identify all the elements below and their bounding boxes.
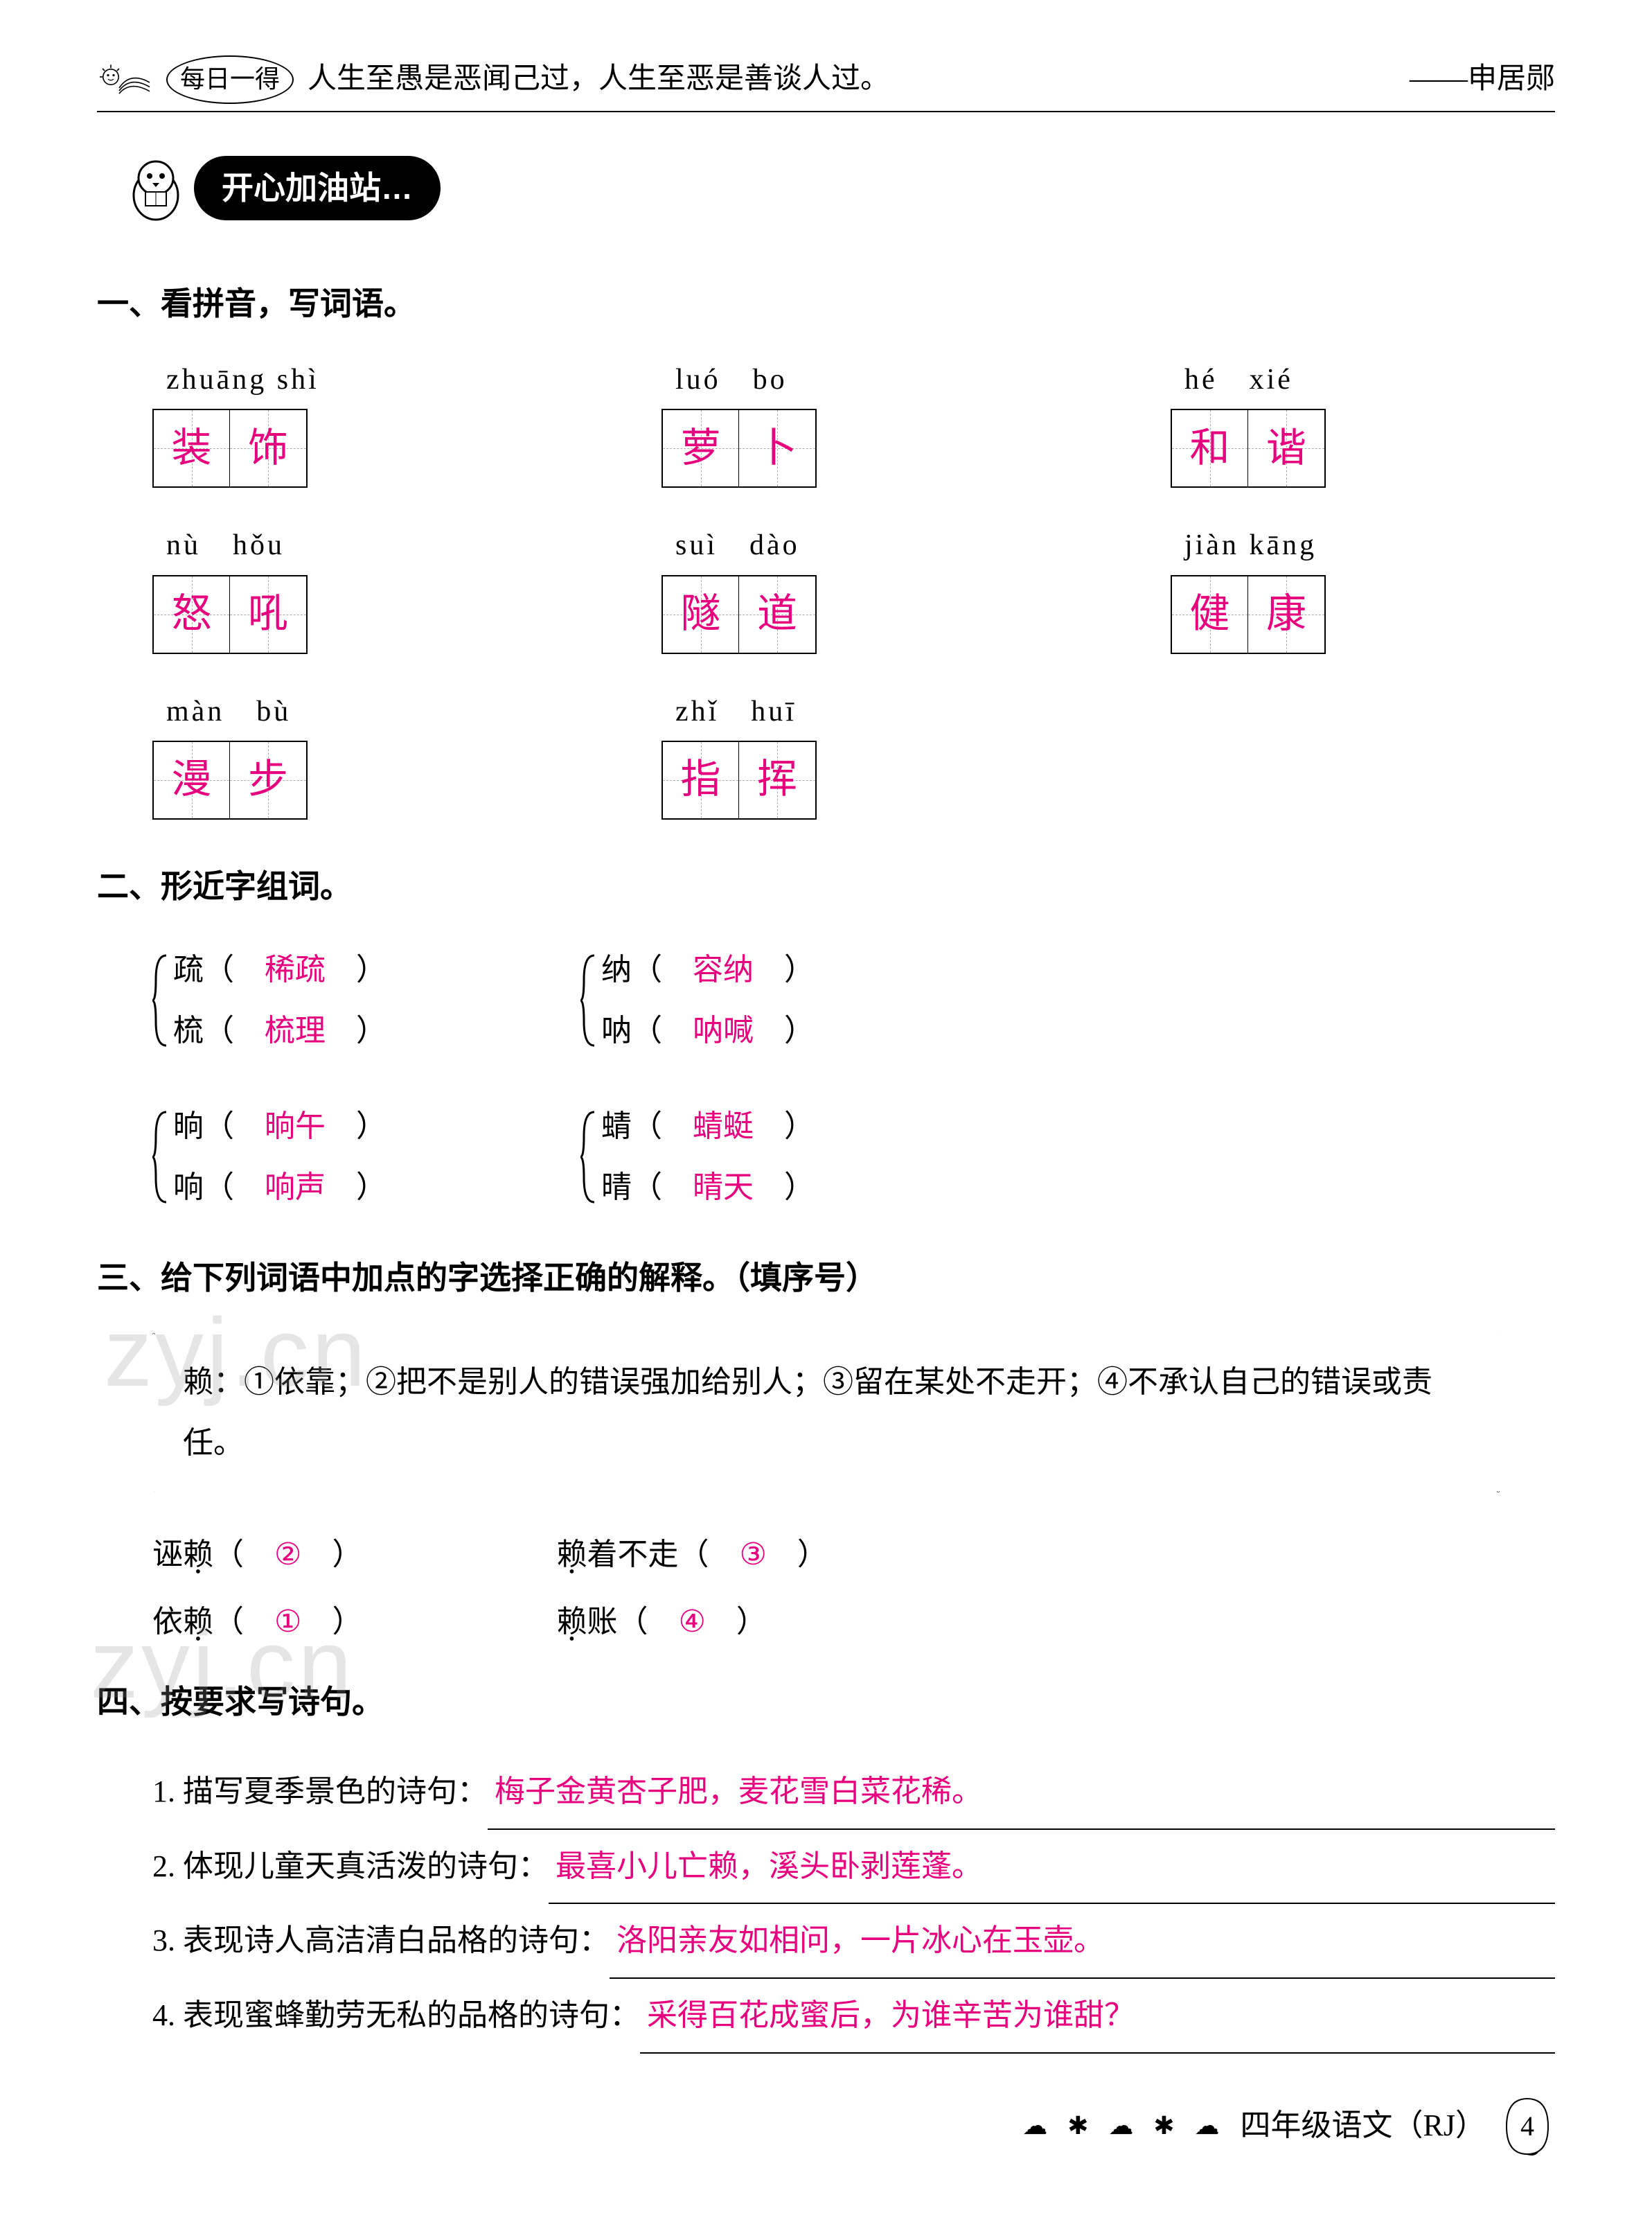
pinyin-item: nù hǒu 怒 吼 <box>152 522 537 653</box>
title-bubble: 开心加油站… <box>194 156 441 221</box>
poem-line: 2. 体现儿童天真活泼的诗句： 最喜小儿亡赖，溪头卧剥莲蓬。 <box>152 1830 1555 1905</box>
pinyin-item: zhǐ huī 指 挥 <box>661 689 1046 820</box>
daily-label: 每日一得 <box>166 55 294 104</box>
char-boxes: 和 谐 <box>1171 409 1326 488</box>
bracket-icon <box>152 940 170 1061</box>
poem-prompt: 2. 体现儿童天真活泼的诗句： <box>152 1830 549 1903</box>
similar-pair: 蜻（ 蜻蜓 ） 晴（ 晴天 ） <box>580 1096 815 1218</box>
char-box: 吼 <box>230 576 306 653</box>
poem-line: 3. 表现诗人高洁清白品格的诗句： 洛阳亲友如相问，一片冰心在玉壶。 <box>152 1904 1555 1979</box>
answer-item: 依赖（ ① ） <box>152 1589 362 1656</box>
poem-answer: 采得百花成蜜后，为谁辛苦为谁甜？ <box>640 1979 1555 2054</box>
bracket-icon <box>580 1096 598 1218</box>
char-box: 挥 <box>739 742 815 818</box>
char-boxes: 指 挥 <box>661 741 817 820</box>
section1-title: 一、看拼音，写词语。 <box>97 279 1555 330</box>
pinyin-item: suì dào 隧 道 <box>661 522 1046 653</box>
grade-label: 四年级语文（RJ） <box>1241 2101 1486 2150</box>
char-box: 卜 <box>739 410 815 486</box>
definition-box: 赖：①依靠；②把不是别人的错误强加给别人；③留在某处不走开；④不承认自己的错误或… <box>152 1332 1500 1494</box>
similar-section: 疏（ 稀疏 ） 梳（ 梳理 ） 纳（ 容纳 ） 呐（ 呐喊 ） 晌（ 晌午 ） … <box>152 940 1555 1218</box>
pinyin-item: jiàn kāng 健 康 <box>1171 522 1555 653</box>
similar-line: 纳（ 容纳 ） <box>601 940 815 1000</box>
similar-line: 梳（ 梳理 ） <box>173 1000 387 1061</box>
sun-rainbow-icon <box>97 59 152 100</box>
page-footer: ☁ ✱ ☁ ✱ ☁ 四年级语文（RJ） 4 <box>97 2095 1555 2158</box>
char-box: 康 <box>1248 576 1324 653</box>
similar-line: 疏（ 稀疏 ） <box>173 940 387 1000</box>
char-box: 隧 <box>663 576 739 653</box>
penguin-icon <box>125 154 187 223</box>
section3-title: 三、给下列词语中加点的字选择正确的解释。（填序号） <box>97 1253 1555 1304</box>
header-author: ——申居郧 <box>1410 56 1555 103</box>
section4-title: 四、按要求写诗句。 <box>97 1677 1555 1728</box>
char-box: 怒 <box>154 576 230 653</box>
pinyin-label: zhuāng shì <box>152 357 319 403</box>
char-box: 健 <box>1172 576 1248 653</box>
similar-pair: 纳（ 容纳 ） 呐（ 呐喊 ） <box>580 940 815 1061</box>
poem-line: 1. 描写夏季景色的诗句： 梅子金黄杏子肥，麦花雪白菜花稀。 <box>152 1755 1555 1830</box>
answer-item: 赖账（ ④ ） <box>556 1589 766 1656</box>
similar-line: 响（ 响声 ） <box>173 1157 387 1218</box>
similar-pair: 晌（ 晌午 ） 响（ 响声 ） <box>152 1096 387 1218</box>
poem-answer: 洛阳亲友如相问，一片冰心在玉壶。 <box>610 1904 1555 1979</box>
char-box: 漫 <box>154 742 230 818</box>
pinyin-label: suì dào <box>661 522 800 569</box>
bracket-icon <box>152 1096 170 1218</box>
char-boxes: 漫 步 <box>152 741 308 820</box>
char-box: 萝 <box>663 410 739 486</box>
pinyin-label: nù hǒu <box>152 522 285 569</box>
char-box: 步 <box>230 742 306 818</box>
header-left: 每日一得 人生至愚是恶闻己过，人生至恶是善谈人过。 <box>97 55 889 104</box>
poem-prompt: 3. 表现诗人高洁清白品格的诗句： <box>152 1904 610 1977</box>
pinyin-grid: zhuāng shì 装 饰 luó bo 萝 卜 hé xié 和 谐 nù … <box>152 357 1555 820</box>
pinyin-label: màn bù <box>152 689 291 735</box>
char-box: 指 <box>663 742 739 818</box>
pinyin-item: zhuāng shì 装 饰 <box>152 357 537 488</box>
answer-row: 依赖（ ① ） 赖账（ ④ ） <box>152 1589 1555 1656</box>
similar-line: 晌（ 晌午 ） <box>173 1096 387 1157</box>
similar-pair: 疏（ 稀疏 ） 梳（ 梳理 ） <box>152 940 387 1061</box>
poem-line: 4. 表现蜜蜂勤劳无私的品格的诗句： 采得百花成蜜后，为谁辛苦为谁甜？ <box>152 1979 1555 2054</box>
pinyin-label: luó bo <box>661 357 788 403</box>
similar-row: 疏（ 稀疏 ） 梳（ 梳理 ） 纳（ 容纳 ） 呐（ 呐喊 ） <box>152 940 1555 1061</box>
bracket-icon <box>580 940 598 1061</box>
pinyin-label: zhǐ huī <box>661 689 797 735</box>
similar-line: 呐（ 呐喊 ） <box>601 1000 815 1061</box>
char-boxes: 装 饰 <box>152 409 308 488</box>
poem-prompt: 1. 描写夏季景色的诗句： <box>152 1755 488 1828</box>
page-header: 每日一得 人生至愚是恶闻己过，人生至恶是善谈人过。 ——申居郧 <box>97 55 1555 112</box>
title-banner: 开心加油站… <box>125 154 1555 223</box>
char-box: 谐 <box>1248 410 1324 486</box>
answer-row: 诬赖（ ② ） 赖着不走（ ③ ） <box>152 1522 1555 1589</box>
cloud-deco-icon: ☁ ✱ ☁ ✱ ☁ <box>1022 2106 1226 2146</box>
poem-answer: 最喜小儿亡赖，溪头卧剥莲蓬。 <box>549 1830 1555 1905</box>
char-box: 和 <box>1172 410 1248 486</box>
char-boxes: 隧 道 <box>661 575 817 654</box>
pinyin-item: hé xié 和 谐 <box>1171 357 1555 488</box>
pinyin-label: jiàn kāng <box>1171 522 1317 569</box>
similar-line: 晴（ 晴天 ） <box>601 1157 815 1218</box>
answer-item: 诬赖（ ② ） <box>152 1522 362 1589</box>
answer-item: 赖着不走（ ③ ） <box>556 1522 827 1589</box>
char-boxes: 怒 吼 <box>152 575 308 654</box>
poem-section: 1. 描写夏季景色的诗句： 梅子金黄杏子肥，麦花雪白菜花稀。 2. 体现儿童天真… <box>152 1755 1555 2053</box>
char-box: 道 <box>739 576 815 653</box>
page-number: 4 <box>1500 2095 1555 2158</box>
char-boxes: 健 康 <box>1171 575 1326 654</box>
definition-text: 赖：①依靠；②把不是别人的错误强加给别人；③留在某处不走开；④不承认自己的错误或… <box>183 1352 1469 1474</box>
char-box: 饰 <box>230 410 306 486</box>
char-box: 装 <box>154 410 230 486</box>
poem-prompt: 4. 表现蜜蜂勤劳无私的品格的诗句： <box>152 1979 640 2052</box>
similar-row: 晌（ 晌午 ） 响（ 响声 ） 蜻（ 蜻蜓 ） 晴（ 晴天 ） <box>152 1096 1555 1218</box>
header-quote: 人生至愚是恶闻己过，人生至恶是善谈人过。 <box>308 56 889 103</box>
section2-title: 二、形近字组词。 <box>97 861 1555 912</box>
pinyin-label: hé xié <box>1171 357 1293 403</box>
pinyin-item: màn bù 漫 步 <box>152 689 537 820</box>
pinyin-item: luó bo 萝 卜 <box>661 357 1046 488</box>
char-boxes: 萝 卜 <box>661 409 817 488</box>
similar-line: 蜻（ 蜻蜓 ） <box>601 1096 815 1157</box>
poem-answer: 梅子金黄杏子肥，麦花雪白菜花稀。 <box>488 1755 1555 1830</box>
